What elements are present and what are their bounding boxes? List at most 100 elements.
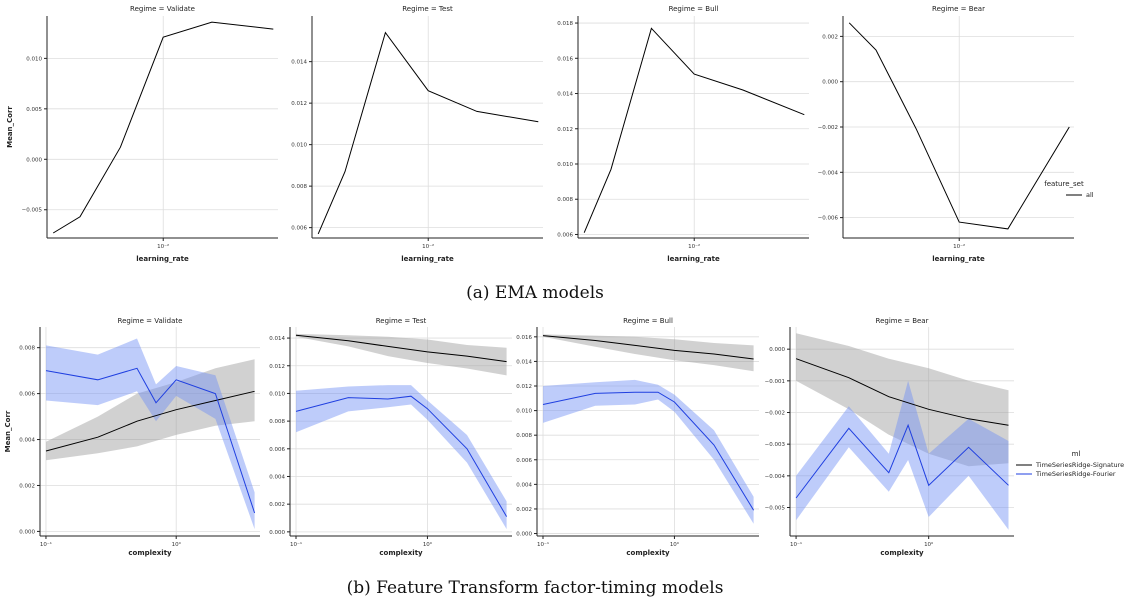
- y-tick-label: 0.012: [269, 364, 285, 370]
- caption-row-b: (b) Feature Transform factor-timing mode…: [347, 578, 724, 598]
- y-tick-label: 0.008: [557, 197, 573, 203]
- series-line: [45, 367, 256, 514]
- confidence-band: [296, 385, 507, 530]
- panel-title: Regime = Bear: [876, 317, 929, 325]
- x-axis-label: complexity: [128, 549, 172, 557]
- confidence-band: [46, 359, 255, 461]
- y-tick-label: 0.000: [822, 80, 838, 86]
- y-tick-label: −0.001: [765, 379, 785, 385]
- panel-title: Regime = Validate: [130, 5, 195, 13]
- legend-label: TimeSeriesRidge-Signature: [1035, 461, 1124, 469]
- y-tick-label: 0.002: [822, 34, 838, 40]
- series-line: [45, 390, 255, 452]
- y-tick-label: 0.000: [26, 157, 42, 163]
- series-line: [795, 358, 1009, 426]
- legend-1: ml TimeSeriesRidge-SignatureTimeSeriesRid…: [1016, 450, 1124, 478]
- y-tick-label: 0.002: [269, 502, 285, 508]
- plots-layer: −0.005 0.000 0.005 0.010 10⁻² Regime = Valida…: [4, 5, 1074, 557]
- confidence-band: [543, 334, 754, 372]
- legend-title: feature_set: [1044, 180, 1084, 188]
- y-tick-label: 0.006: [557, 232, 573, 238]
- x-tick-label: 10⁰: [172, 541, 182, 548]
- x-tick-label: 10⁻²: [157, 243, 169, 250]
- y-tick-label: 0.010: [26, 56, 42, 62]
- y-tick-label: −0.002: [818, 125, 838, 131]
- y-tick-label: 0.004: [516, 482, 532, 488]
- y-tick-label: 0.004: [19, 438, 35, 444]
- y-tick-label: 0.010: [291, 143, 307, 149]
- y-tick-label: 0.008: [269, 419, 285, 425]
- confidence-band: [296, 333, 507, 376]
- series-line: [295, 334, 507, 363]
- y-tick-label: 0.008: [291, 184, 307, 190]
- y-tick-label: 0.005: [26, 107, 42, 113]
- y-tick-label: 0.010: [516, 409, 532, 415]
- panel-title: Regime = Test: [376, 317, 427, 325]
- x-axis-label: learning_rate: [401, 255, 454, 263]
- confidence-band: [796, 380, 1009, 530]
- y-tick-label: −0.003: [765, 442, 786, 448]
- y-tick-label: 0.014: [557, 92, 573, 98]
- y-tick-label: −0.005: [765, 506, 786, 512]
- x-tick-label: 10⁰: [670, 541, 680, 548]
- y-tick-label: 0.012: [557, 127, 573, 133]
- series-line: [317, 31, 539, 235]
- y-tick-label: 0.006: [19, 392, 35, 398]
- y-axis-label: Mean_Corr: [6, 106, 14, 148]
- x-tick-label: 10⁻²: [422, 243, 434, 250]
- panel-1-2: 0.000 0.002 0.004 0.006 0.008 0.010 0.012 0.014…: [516, 317, 759, 557]
- series-line: [542, 391, 755, 511]
- series-line: [848, 22, 1070, 230]
- y-tick-label: −0.004: [765, 474, 786, 480]
- y-tick-label: 0.006: [269, 447, 285, 453]
- panel-title: Regime = Test: [402, 5, 453, 13]
- panel-title: Regime = Validate: [118, 317, 183, 325]
- confidence-band: [46, 338, 255, 530]
- y-tick-label: −0.006: [818, 216, 839, 222]
- y-tick-label: 0.000: [19, 529, 35, 535]
- y-axis-label: Mean_Corr: [4, 410, 12, 452]
- y-tick-label: 0.000: [769, 347, 785, 353]
- x-tick-label: 10⁻²: [688, 243, 700, 250]
- y-tick-label: 0.004: [269, 474, 285, 480]
- x-axis-label: learning_rate: [136, 255, 189, 263]
- series-line: [52, 21, 274, 234]
- y-tick-label: 0.014: [516, 359, 532, 365]
- x-axis-label: complexity: [379, 549, 423, 557]
- x-tick-label: 10⁻¹: [290, 541, 302, 548]
- y-tick-label: −0.005: [22, 208, 43, 214]
- series-line: [542, 335, 754, 360]
- y-tick-label: 0.002: [19, 483, 35, 489]
- panel-title: Regime = Bear: [932, 5, 985, 13]
- confidence-band: [543, 379, 754, 524]
- confidence-band: [796, 333, 1009, 467]
- y-tick-label: 0.018: [557, 21, 573, 27]
- y-tick-label: 0.016: [557, 56, 573, 62]
- panel-0-0: −0.005 0.000 0.005 0.010 10⁻² Regime = Valida…: [6, 5, 278, 263]
- y-tick-label: 0.008: [19, 346, 35, 352]
- panel-1-3: −0.005 −0.004 −0.003 −0.002 −0.001 0.000 10⁻¹ 1…: [765, 317, 1014, 557]
- panel-1-0: 0.000 0.002 0.004 0.006 0.008 10⁻¹ 10⁰ Regime =…: [4, 317, 260, 557]
- series-line: [795, 423, 1009, 499]
- y-tick-label: 0.008: [516, 433, 532, 439]
- y-tick-label: 0.012: [516, 384, 532, 390]
- y-tick-label: 0.014: [291, 60, 307, 66]
- y-tick-label: −0.004: [818, 170, 839, 176]
- legend-title: ml: [1072, 450, 1081, 458]
- y-tick-label: 0.002: [516, 507, 532, 513]
- x-axis-label: complexity: [880, 549, 924, 557]
- y-tick-label: 0.016: [516, 335, 532, 341]
- x-tick-label: 10⁰: [423, 541, 433, 548]
- x-tick-label: 10⁻¹: [537, 541, 549, 548]
- x-axis-label: complexity: [626, 549, 670, 557]
- y-tick-label: 0.000: [269, 530, 285, 536]
- caption-row-a: (a) EMA models: [466, 283, 604, 303]
- panel-title: Regime = Bull: [623, 317, 673, 325]
- x-axis-label: learning_rate: [932, 255, 985, 263]
- panel-0-3: −0.006 −0.004 −0.002 0.000 0.002 10⁻² Regime =…: [818, 5, 1074, 263]
- x-tick-label: 10⁻²: [953, 243, 965, 250]
- panel-0-2: 0.006 0.008 0.010 0.012 0.014 0.016 0.018 10⁻² R…: [557, 5, 809, 263]
